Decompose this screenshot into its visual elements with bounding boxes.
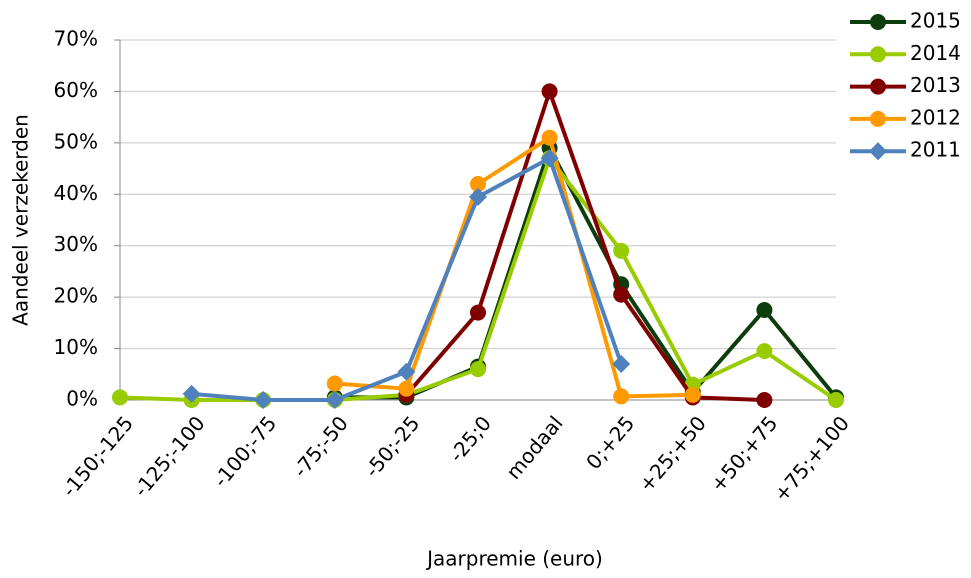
legend-marker [870,78,886,95]
legend-label: 2014 [910,41,961,65]
data-point [613,388,630,405]
legend-marker [870,110,886,127]
x-tick-label: -100;-75 [208,411,281,491]
y-tick-label: 30% [54,232,98,256]
y-tick-label: 10% [54,335,98,359]
data-point [112,389,128,406]
x-tick-label: +25;+50 [634,411,711,496]
x-tick-label: -50;-25 [360,411,425,482]
data-point [828,392,844,408]
series-line [334,135,693,399]
x-tick-label: 0;+25 [581,411,639,474]
data-point [756,392,773,408]
data-point [756,302,773,318]
legend-label: 2012 [910,105,961,129]
data-point [756,343,773,360]
data-point [325,391,344,409]
data-point [470,304,486,321]
y-axis-label: Aandeel verzekerden [9,114,33,326]
x-tick-label: -75;-50 [288,411,353,482]
data-point [541,83,558,100]
data-point [326,375,343,392]
data-point [469,187,487,206]
x-tick-label: -125;-100 [129,411,210,501]
data-point [684,386,701,403]
legend-label: 2015 [910,9,961,33]
data-point [540,149,559,168]
data-point [398,380,415,397]
y-tick-label: 0% [66,387,98,411]
data-point [397,362,416,381]
y-tick-label: 50% [54,129,98,153]
legend-marker [870,14,886,30]
legend-marker [869,142,887,161]
data-point [470,176,486,192]
data-point [182,384,201,403]
x-tick-label: modaal [501,411,567,483]
legend-label: 2011 [910,138,961,162]
data-point [613,286,630,303]
x-tick-label: -150;-125 [57,411,138,501]
data-point [254,391,273,409]
x-tick-label: +50;+75 [705,411,782,496]
legend-label: 2013 [910,73,961,97]
data-point [613,242,630,259]
y-tick-label: 60% [54,78,98,102]
y-tick-label: 40% [54,181,98,205]
data-point [541,129,558,146]
y-tick-label: 70% [54,27,98,51]
series-line [404,89,765,402]
x-axis-label: Jaarpremie (euro) [425,547,603,571]
data-point [470,361,486,378]
y-tick-label: 20% [54,284,98,308]
x-tick-label: +75;+100 [769,411,854,506]
x-tick-label: -25;0 [444,411,496,466]
legend-marker [870,46,886,63]
data-point [612,355,631,373]
